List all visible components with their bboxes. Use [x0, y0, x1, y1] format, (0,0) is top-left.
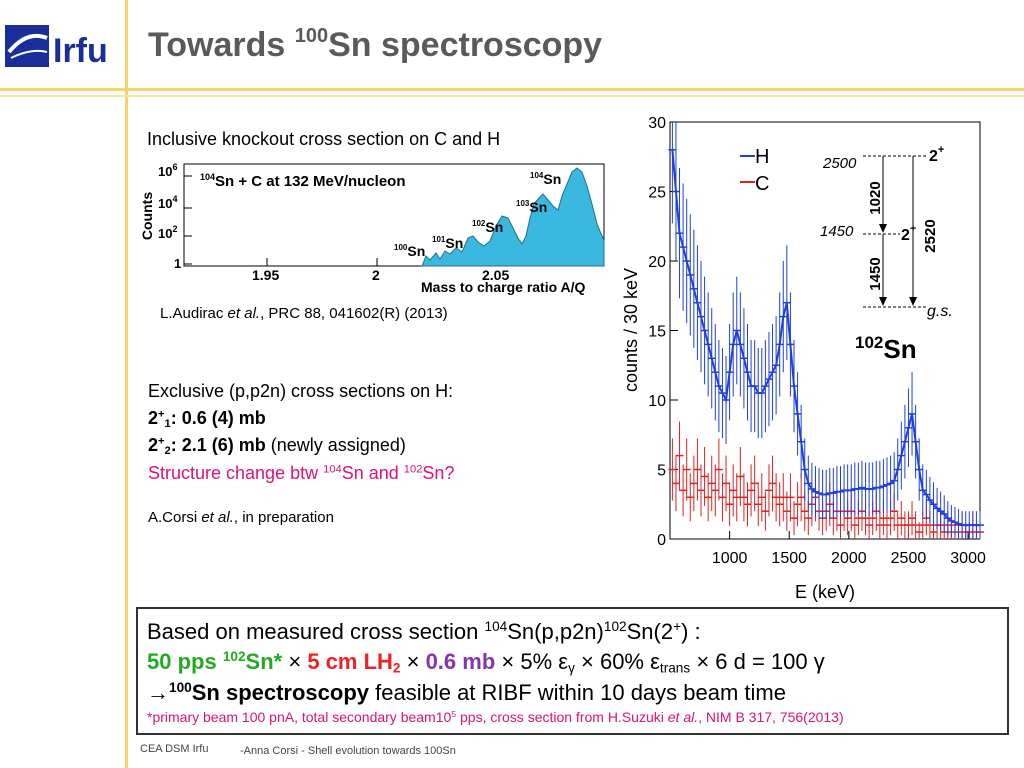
nucleus-label: 102Sn [855, 333, 917, 364]
peak-label-103sn: 103Sn [516, 199, 547, 215]
inset-xtick-2.05: 2.05 [482, 267, 509, 283]
inset-annotation: 104Sn + C at 132 MeV/nucleon [200, 172, 406, 190]
x-tick-label-3000: 3000 [950, 550, 986, 567]
peak-label-100sn: 100Sn [394, 243, 425, 259]
summary-line-1: Based on measured cross section 104Sn(p,… [147, 618, 701, 644]
transition-1450-label: 1450 [867, 257, 884, 290]
series-h-fit-line [671, 149, 980, 527]
cross-section-2plus2: 2+2: 2.1 (6) mb (newly assigned) [148, 435, 406, 457]
logo-text: Irfu [53, 32, 108, 70]
inset-ytick-1e2: 102 [158, 224, 177, 241]
exclusive-heading: Exclusive (p,p2n) cross sections on H: [148, 381, 454, 401]
header-horizontal-rule-light [0, 95, 1024, 97]
summary-box [136, 607, 1009, 735]
y-tick-label-20: 20 [648, 254, 666, 271]
legend-c-label: C [755, 173, 769, 195]
plot-frame [669, 121, 981, 540]
level-1450-spin: 2+ [901, 223, 916, 244]
header-vertical-rule [125, 0, 128, 768]
level-scheme: 2500 2+ 1450 2+ g.s. 1020 1450 2520 102S… [820, 144, 953, 364]
series-h [668, 122, 984, 539]
summary-footnote: *primary beam 100 pnA, total secondary b… [147, 708, 844, 725]
transition-2520-label: 2520 [922, 219, 939, 252]
structure-change-question: Structure change btw 104Sn and 102Sn? [148, 463, 455, 483]
x-axis-label: E (keV) [795, 582, 855, 602]
cross-section-2plus1: 2+1: 0.6 (4) mb [148, 408, 266, 430]
summary-line-3: →100Sn spectroscopy feasible at RIBF wit… [147, 679, 786, 705]
y-tick-label-25: 25 [648, 185, 666, 202]
level-1450-energy: 1450 [820, 223, 854, 240]
x-tick-label-1500: 1500 [771, 550, 807, 567]
y-tick-label-5: 5 [657, 463, 666, 480]
header-horizontal-rule [0, 88, 1024, 91]
legend-h-label: H [755, 146, 769, 168]
inset-xlabel: Mass to charge ratio A/Q [421, 279, 586, 295]
inset-xtick-1.95: 1.95 [252, 267, 279, 283]
inset-ytick-1e4: 104 [158, 194, 177, 211]
x-tick-label-2500: 2500 [891, 550, 927, 567]
inset-peak-labels: 104Sn 103Sn 102Sn 101Sn 100Sn [394, 171, 561, 259]
transition-1020-label: 1020 [867, 181, 884, 214]
inset-xticks: 1.95 2 2.05 [252, 267, 509, 283]
inset-mass-plot: Counts 106 104 102 1 104Sn + C at 132 Me… [140, 162, 605, 295]
y-axis-ticks: 0 5 10 15 20 25 30 [648, 115, 678, 549]
y-axis-label: counts / 30 keV [621, 268, 641, 392]
y-tick-label-0: 0 [657, 532, 666, 549]
inset-ylabel: Counts [140, 192, 155, 240]
x-tick-label-2000: 2000 [831, 550, 867, 567]
summary-line-2: 50 pps 102Sn* × 5 cm LH2 × 0.6 mb × 5% ε… [147, 648, 825, 676]
irfu-logo: Irfu [5, 25, 108, 70]
inset-ytick-1: 1 [174, 256, 181, 271]
logo-block [5, 25, 49, 67]
inset-xtick-2: 2 [372, 267, 380, 283]
inset-yticks: 106 104 102 1 [158, 162, 181, 271]
level-2500-energy: 2500 [822, 155, 857, 172]
inset-ytick-1e6: 106 [158, 162, 177, 179]
x-tick-label-1000: 1000 [712, 550, 748, 567]
footer-organization: CEA DSM Irfu [140, 743, 209, 755]
peak-label-101sn: 101Sn [432, 235, 463, 251]
inclusive-heading: Inclusive knockout cross section on C an… [147, 129, 501, 149]
y-tick-label-30: 30 [648, 115, 666, 132]
y-tick-label-15: 15 [648, 324, 666, 341]
peak-label-104sn: 104Sn [530, 171, 561, 187]
level-2500-spin: 2+ [929, 144, 944, 165]
gamma-spectrum-chart: 0 5 10 15 20 25 30 1000 1500 2000 2500 3000 counts… [621, 115, 986, 602]
ground-state-label: g.s. [927, 303, 953, 320]
logo-swoosh-2 [10, 49, 48, 59]
inset-histogram [421, 167, 605, 267]
peak-label-102sn: 102Sn [472, 219, 503, 235]
y-tick-label-10: 10 [648, 393, 666, 410]
inset-frame [183, 163, 605, 267]
x-axis-ticks: 1000 1500 2000 2500 3000 [712, 531, 986, 567]
logo-swoosh [7, 33, 48, 54]
reference-audirac: L.Audirac et al., PRC 88, 041602(R) (201… [160, 305, 448, 322]
footer-talk-info: -Anna Corsi - Shell evolution towards 10… [240, 745, 456, 757]
reference-corsi: A.Corsi et al., in preparation [148, 509, 334, 526]
page-title: Towards 100Sn spectroscopy [148, 25, 603, 64]
